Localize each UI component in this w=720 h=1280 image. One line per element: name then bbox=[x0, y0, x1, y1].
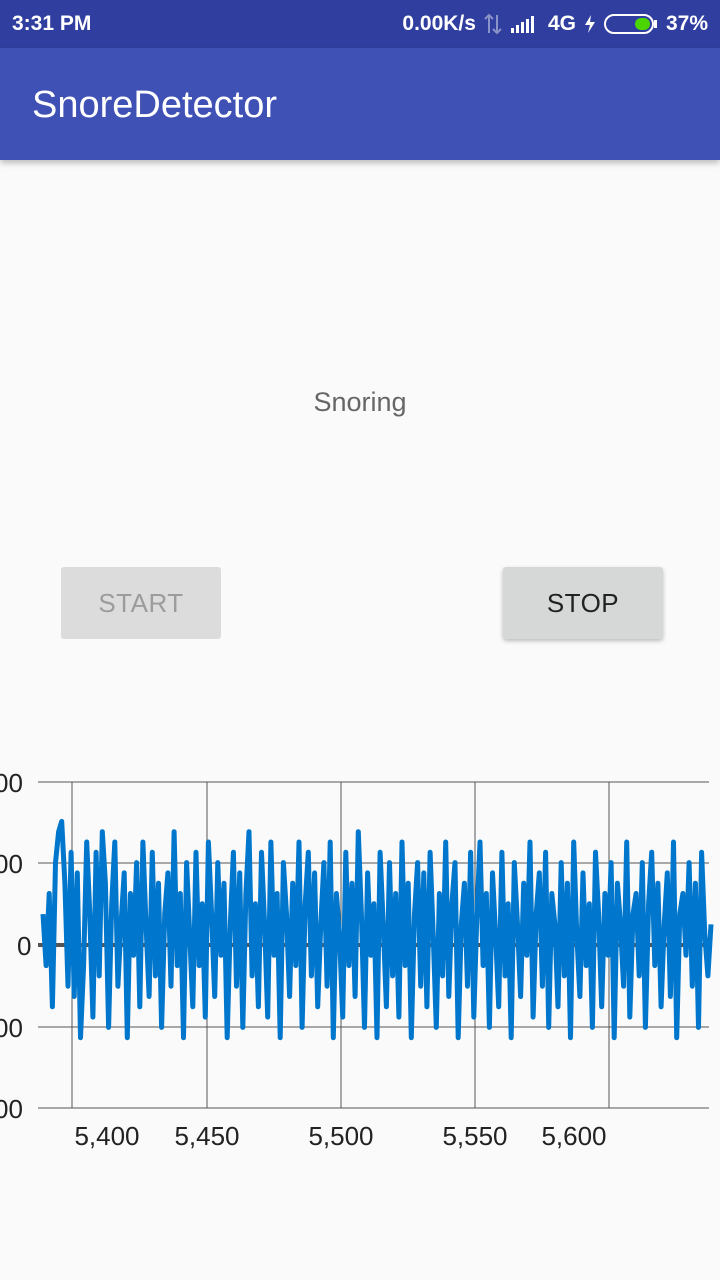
x-tick-label: 5,450 bbox=[174, 1121, 239, 1151]
y-tick-label: 0 bbox=[17, 931, 31, 961]
battery-percent: 37% bbox=[665, 12, 708, 35]
y-tick-label: 00 bbox=[0, 1013, 23, 1043]
x-axis-labels: 5,400 5,450 5,500 5,550 5,600 bbox=[74, 1121, 606, 1151]
x-tick-label: 5,500 bbox=[308, 1121, 373, 1151]
series-line-audio bbox=[40, 818, 714, 1041]
y-tick-label: 00 bbox=[0, 1094, 23, 1124]
x-tick-label: 5,550 bbox=[442, 1121, 507, 1151]
status-indicators: 0.00K/s 4G 37% bbox=[402, 12, 708, 36]
stop-button[interactable]: STOP bbox=[503, 567, 663, 639]
signal-icon bbox=[510, 16, 534, 33]
status-time: 3:31 PM bbox=[12, 12, 92, 35]
snore-status-text: Snoring bbox=[313, 387, 407, 417]
network-type: 4G bbox=[547, 12, 576, 35]
app-title: SnoreDetector bbox=[32, 84, 278, 126]
y-tick-label: 00 bbox=[0, 768, 23, 798]
x-tick-label: 5,600 bbox=[541, 1121, 606, 1151]
y-tick-label: 00 bbox=[0, 849, 23, 879]
app-bar: SnoreDetector bbox=[0, 48, 720, 160]
network-speed: 0.00K/s bbox=[402, 12, 476, 35]
start-button[interactable]: START bbox=[61, 567, 221, 639]
battery-icon bbox=[603, 14, 657, 34]
status-bar: 3:31 PM 0.00K/s 4G 37% bbox=[0, 0, 720, 48]
x-tick-label: 5,400 bbox=[74, 1121, 139, 1151]
data-transfer-icon bbox=[484, 13, 502, 35]
charging-icon bbox=[584, 15, 595, 33]
